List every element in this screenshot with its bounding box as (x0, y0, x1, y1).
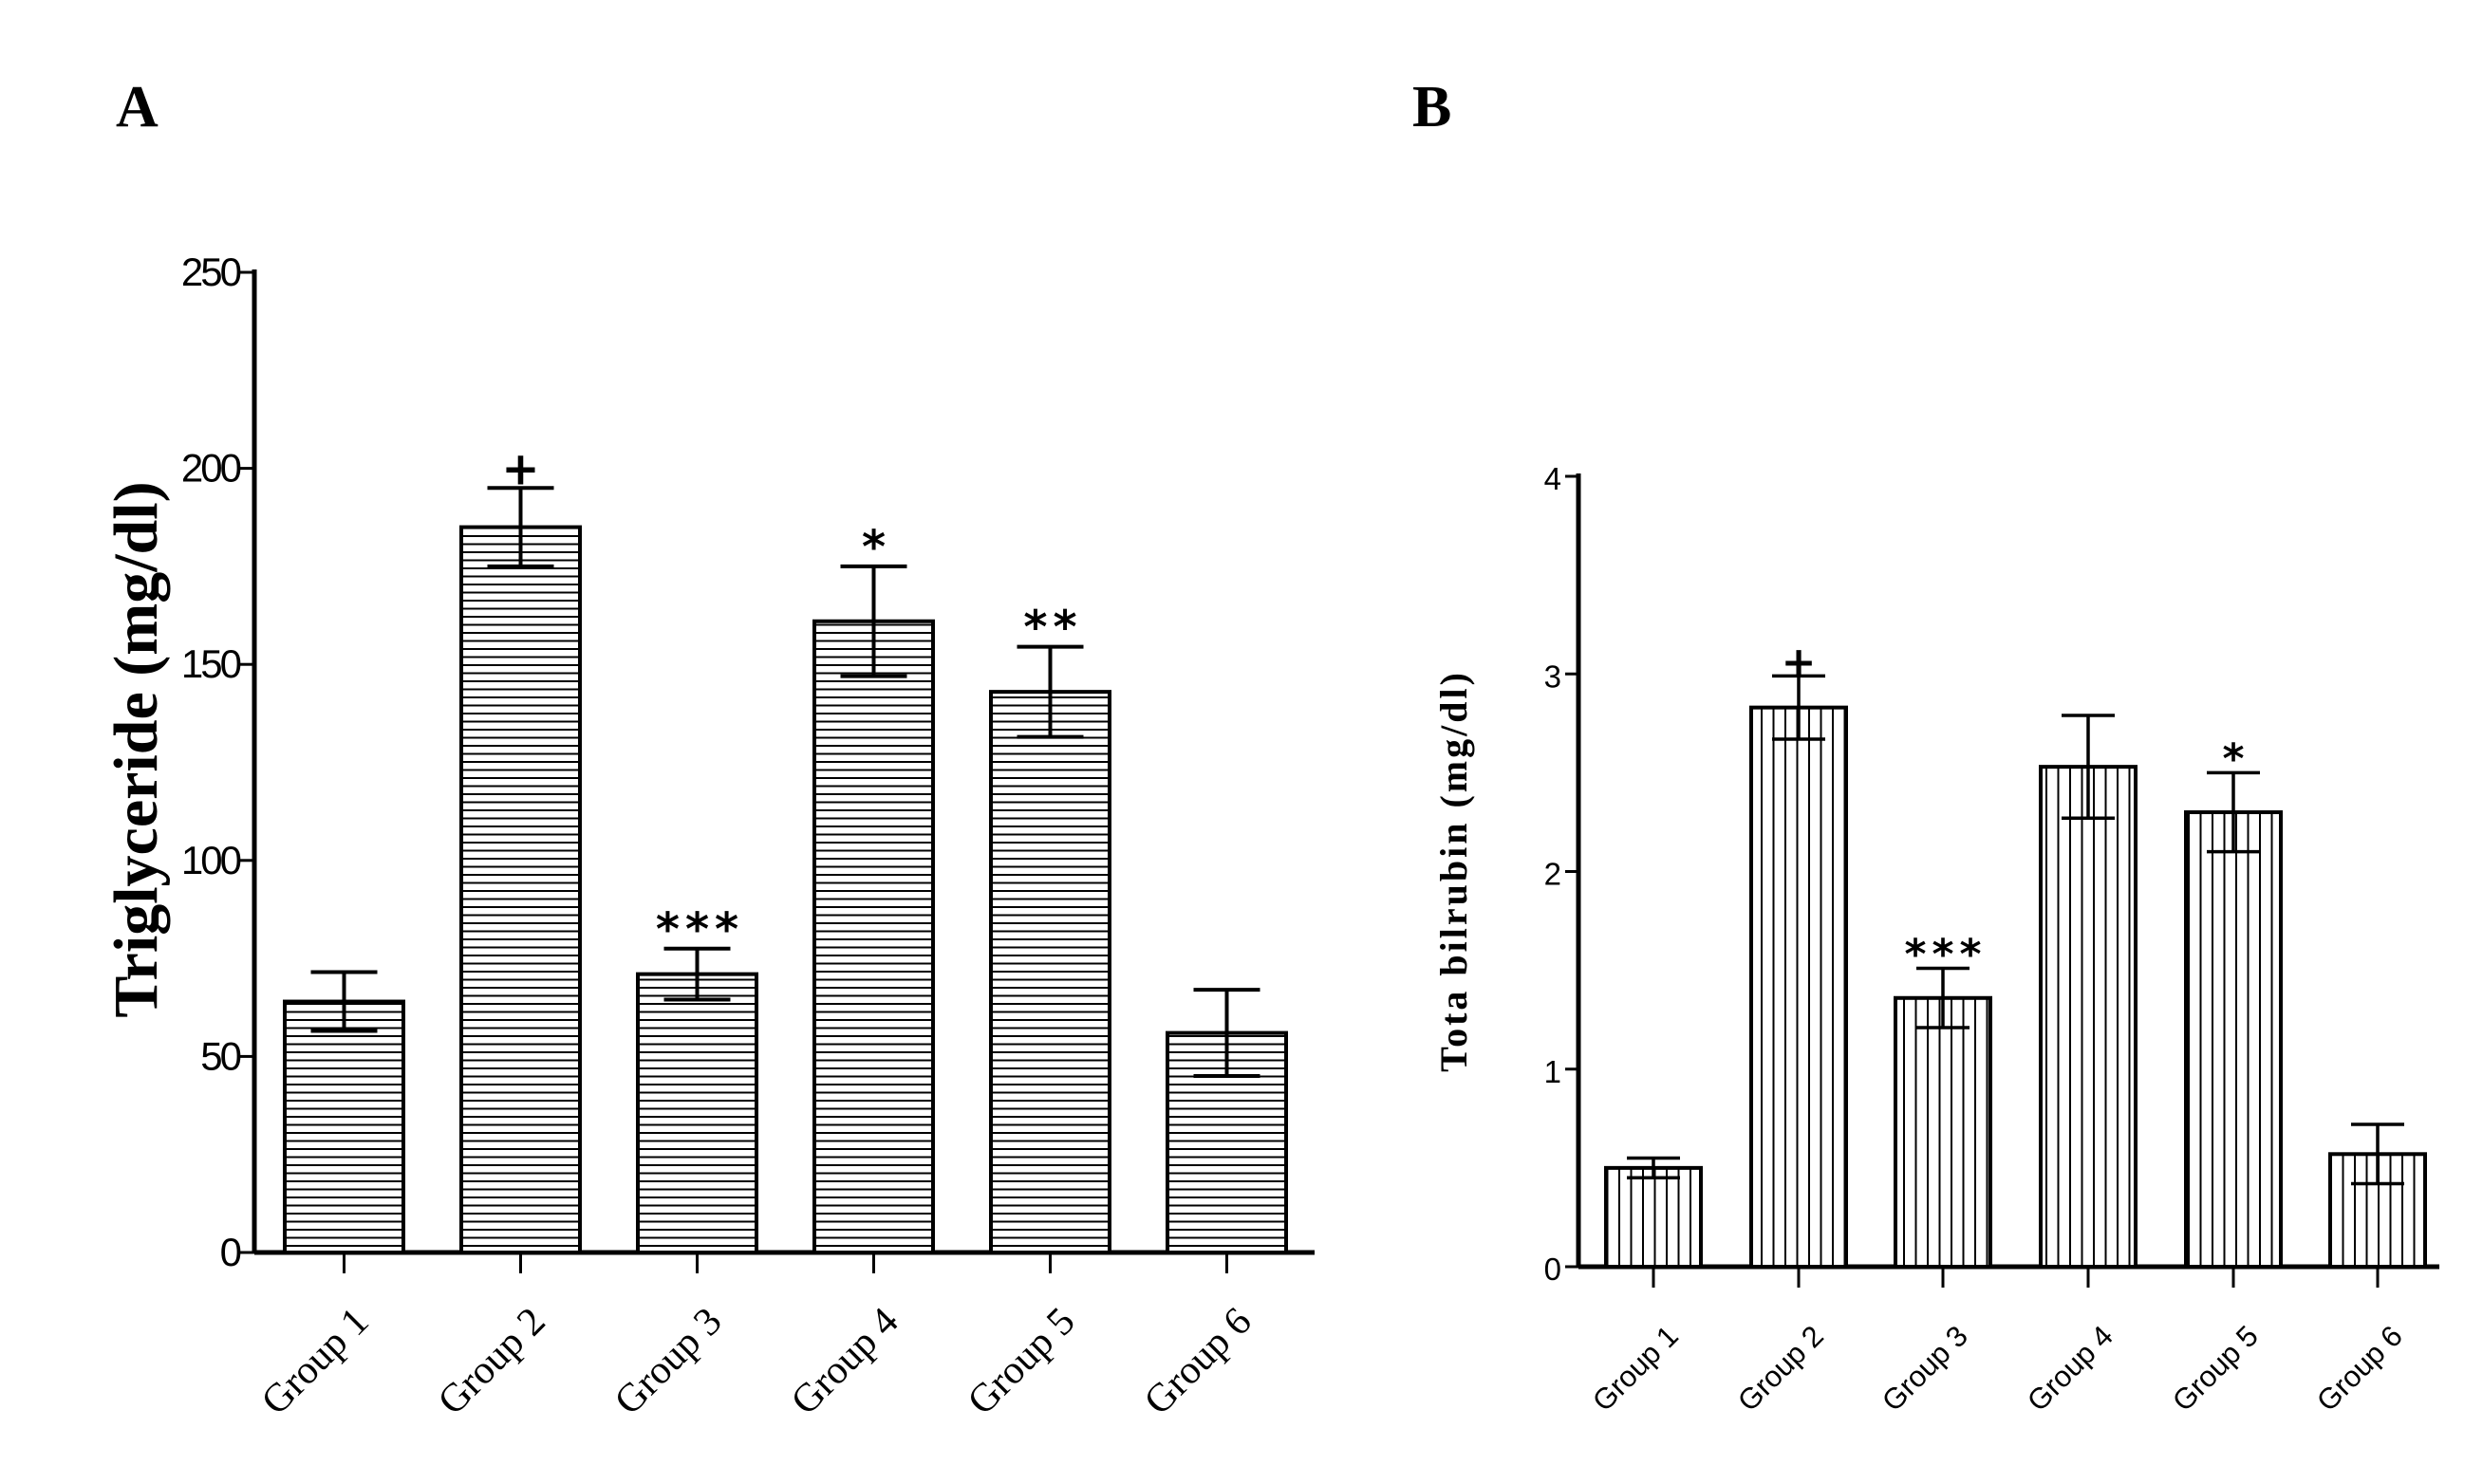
panel-label-b: B (1412, 75, 1451, 139)
y-tick-label-b: 2 (1544, 857, 1561, 892)
y-tick-label-a: 0 (220, 1230, 241, 1274)
bar-a (283, 999, 405, 1254)
y-tick-label-b: 1 (1544, 1054, 1561, 1089)
y-tick-label-a: 250 (181, 250, 241, 294)
category-label-b: Group 5 (2166, 1319, 2265, 1418)
significance-annotation-a: *** (656, 903, 744, 956)
significance-annotation-b: * (2222, 734, 2250, 783)
y-axis-title-a: Triglyceride (mg/dl) (102, 481, 171, 1017)
y-axis-title-b: Tota bilrubin (mg/dl) (1432, 670, 1475, 1072)
category-label-a: Group 6 (1136, 1300, 1260, 1424)
bar-b (1604, 1165, 1703, 1269)
y-tick-label-a: 200 (181, 446, 241, 491)
category-label-b: Group 3 (1876, 1319, 1974, 1418)
bar-b (2039, 765, 2138, 1269)
significance-annotation-b: *** (1904, 931, 1987, 979)
significance-annotation-a: * (862, 521, 891, 574)
bar-a (459, 525, 582, 1254)
category-label-a: Group 1 (253, 1300, 378, 1424)
y-tick-label-a: 100 (181, 838, 241, 882)
bar-a (812, 619, 935, 1254)
y-tick-label-b: 0 (1544, 1252, 1561, 1287)
bar-a (636, 972, 758, 1255)
significance-annotation-b: + (1782, 638, 1822, 686)
y-tick-label-a: 150 (181, 641, 241, 686)
bar-b (1749, 705, 1848, 1269)
category-label-a: Group 3 (607, 1300, 731, 1424)
significance-annotation-a: ** (1023, 602, 1082, 655)
y-tick-label-b: 4 (1544, 461, 1561, 496)
y-tick-label-b: 3 (1544, 659, 1561, 694)
category-label-a: Group 4 (783, 1300, 907, 1424)
panel-label-a: A (116, 75, 159, 139)
chart-b-total-bilirubin: 0 1 2 3 4 Group 1 + Group 2 *** Group 3 Group 4 * Gr… (1432, 461, 2439, 1418)
category-label-a: Group 5 (960, 1300, 1084, 1424)
y-tick-label-a: 50 (200, 1033, 240, 1078)
category-label-b: Group 1 (1586, 1319, 1685, 1418)
category-label-a: Group 2 (430, 1300, 554, 1424)
bar-a (989, 690, 1111, 1254)
bar-b (1894, 995, 1992, 1270)
category-label-b: Group 6 (2310, 1319, 2409, 1418)
significance-annotation-a: + (501, 442, 545, 495)
category-label-b: Group 2 (1731, 1319, 1830, 1418)
category-label-b: Group 4 (2021, 1319, 2119, 1418)
bar-b (2184, 810, 2283, 1270)
